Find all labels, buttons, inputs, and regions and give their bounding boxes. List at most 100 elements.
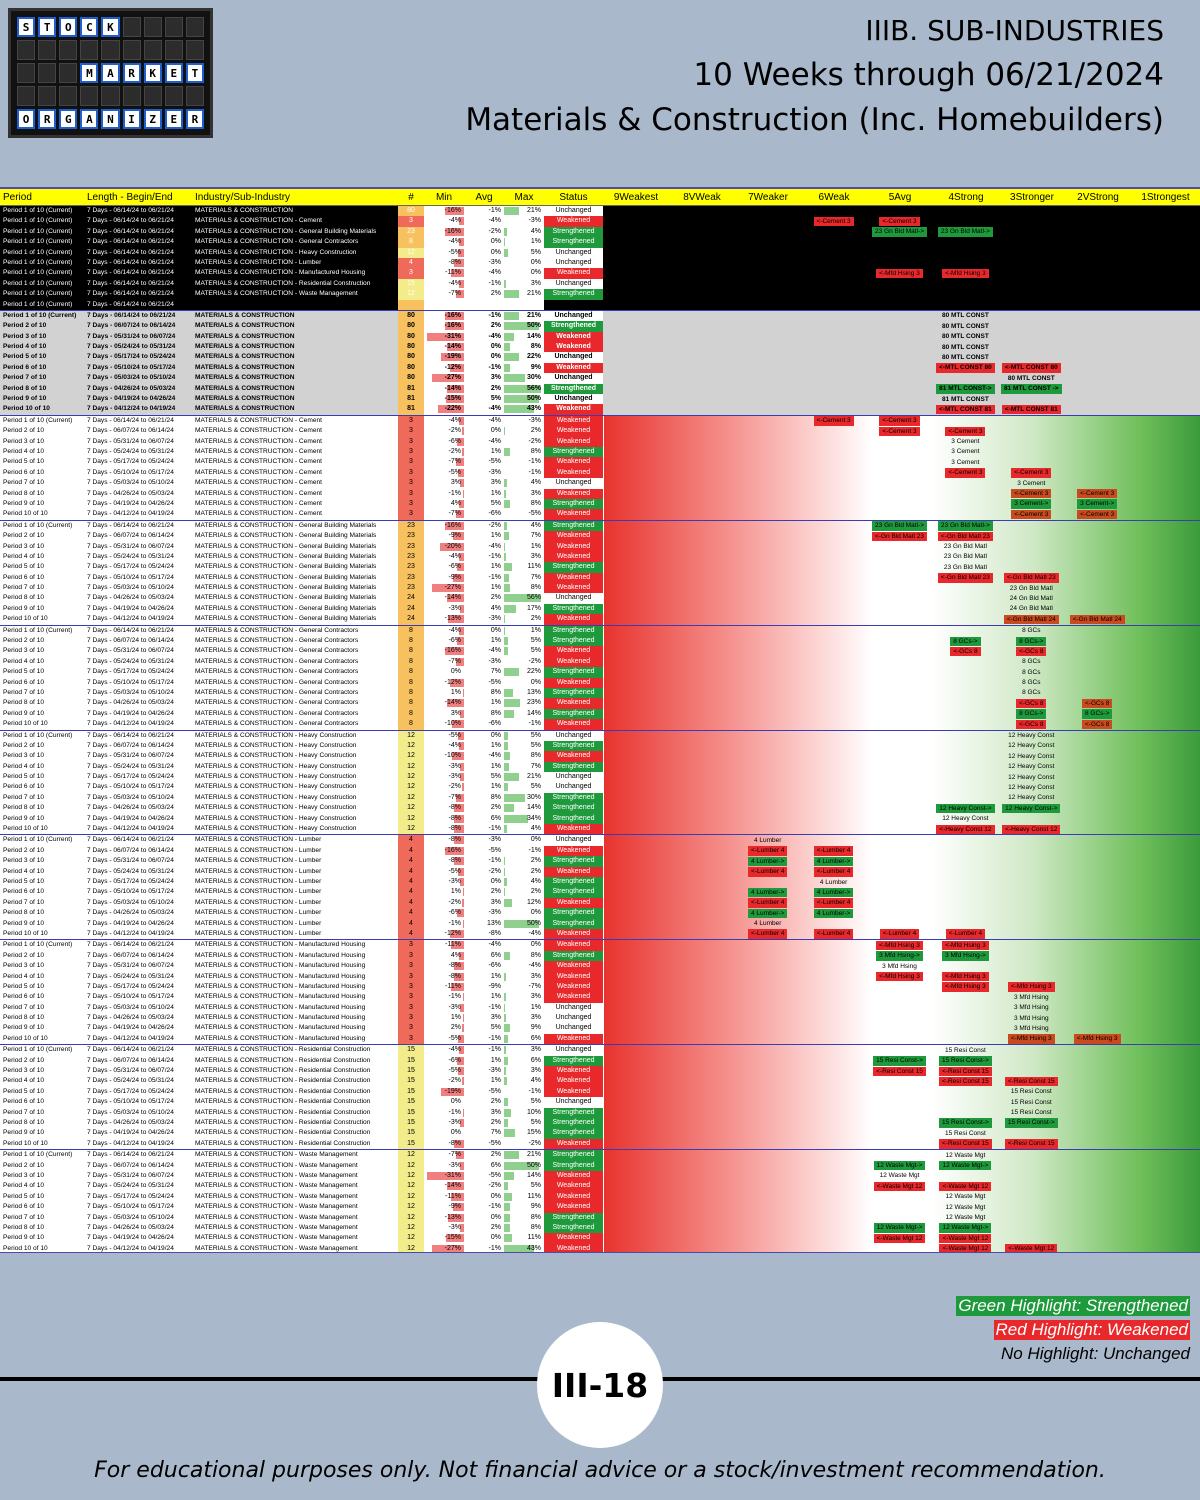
zone-label: 80 MTL CONST (941, 353, 989, 361)
zone-cell-4: 80 MTL CONST (932, 321, 998, 331)
cell-industry: MATERIALS & CONSTRUCTION - Heavy Constru… (195, 783, 357, 791)
zone-cell-3: <-MTL CONST 81 (998, 404, 1064, 415)
cell-max: 4% (504, 478, 544, 489)
zone-cell-1 (1130, 877, 1199, 887)
table-row: Period 1 of 10 (Current) 7 Days - 06/14/2… (0, 226, 1200, 238)
zone-cell-9 (603, 1097, 669, 1107)
status-badge: Strengthened (544, 625, 603, 637)
cell-length: 7 Days - 05/10/24 to 05/17/24 (87, 573, 174, 581)
zone-label: 4 Lumber (819, 878, 848, 886)
max-bar (504, 542, 505, 551)
cell-count: 15 (398, 1086, 424, 1098)
min-bar (460, 1161, 464, 1170)
cell-count: 8 (398, 656, 424, 668)
min-bar (431, 374, 464, 383)
zone-label: <-Mfd Hsing 3 (942, 972, 989, 982)
zone-cells: 3 Cement (603, 447, 1199, 457)
status-badge: Strengthened (544, 603, 603, 615)
zone-cell-2 (1064, 1171, 1130, 1181)
zone-cell-8 (669, 1023, 735, 1033)
cell-max: 0% (504, 940, 544, 951)
cell-length: 7 Days - 05/03/24 to 05/10/24 (87, 374, 176, 382)
zone-cell-6 (801, 835, 867, 845)
zone-cell-4: 23 Gn Bld Matl-> (932, 227, 998, 237)
status-badge: Weakened (544, 216, 603, 227)
zone-cell-5 (867, 593, 933, 603)
table-row: Period 7 of 10 7 Days - 05/03/24 to 05/10… (0, 583, 1200, 594)
table-row: Period 4 of 10 7 Days - 05/24/24 to 05/31… (0, 761, 1200, 773)
table-row: Period 1 of 10 (Current) 7 Days - 06/14/2… (0, 268, 1200, 279)
zone-cell-6 (801, 311, 867, 321)
max-bar (504, 332, 514, 341)
zone-cell-1 (1130, 1223, 1199, 1233)
cell-length: 7 Days - 06/07/24 to 06/14/24 (87, 741, 174, 749)
min-bar (448, 615, 464, 624)
zone-cell-7 (735, 542, 801, 552)
max-bar (504, 1151, 519, 1160)
cell-count: 3 (398, 509, 424, 520)
cell-period: Period 4 of 10 (3, 1077, 45, 1085)
cell-industry: MATERIALS & CONSTRUCTION - Cement (195, 458, 323, 466)
table-section: Period 1 of 10 (Current) 7 Days - 06/14/2… (0, 730, 1200, 836)
cell-count: 15 (398, 1097, 424, 1108)
zone-cell-2 (1064, 762, 1130, 772)
table-row: Period 2 of 10 7 Days - 06/07/24 to 06/14… (0, 426, 1200, 437)
zone-cell-7 (735, 741, 801, 751)
cell-length: 7 Days - 05/31/24 to 06/07/24 (87, 332, 176, 340)
zone-cell-2 (1064, 300, 1130, 310)
max-value: 5% (530, 1098, 541, 1106)
legend-weakened: Red Highlight: Weakened (993, 1320, 1190, 1340)
zone-cell-8 (669, 268, 735, 278)
status-badge: Strengthened (544, 887, 603, 898)
zone-cell-7 (735, 499, 801, 509)
cell-avg: 2% (464, 593, 504, 604)
zone-cell-5 (867, 782, 933, 792)
zone-cells: 12 Heavy Const (603, 793, 1199, 803)
max-value: 11% (527, 1234, 542, 1242)
zone-cell-4: 15 Resi Const-> (932, 1056, 998, 1066)
zone-cell-3: 12 Heavy Const (998, 741, 1064, 751)
cell-avg: -4% (464, 331, 504, 343)
cell-min: -3% (424, 603, 464, 615)
min-bar (461, 447, 464, 456)
cell-max: 8% (504, 342, 544, 353)
min-value: -6% (448, 437, 461, 445)
zone-cell-4: 12 Waste Mgt (932, 1150, 998, 1160)
zone-cell-7 (735, 731, 801, 741)
cell-count: 12 (398, 1202, 424, 1213)
table-row: Period 6 of 10 7 Days - 05/10/24 to 05/17… (0, 1097, 1200, 1108)
cell-max: 14% (504, 708, 544, 720)
zone-cell-4 (932, 1087, 998, 1097)
max-bar (504, 489, 507, 498)
zone-cell-6 (801, 1056, 867, 1066)
cell-avg: 0% (464, 426, 504, 437)
zone-cell-4: <-Gn Bld Matl 23 (932, 573, 998, 583)
min-bar (454, 857, 464, 866)
zone-cell-9 (603, 803, 669, 813)
zone-cell-6: <-Lumber 4 (801, 846, 867, 856)
table-row: Period 6 of 10 7 Days - 05/10/24 to 05/17… (0, 887, 1200, 898)
cell-industry: MATERIALS & CONSTRUCTION - General Build… (195, 584, 377, 592)
zone-label: <-Cement 3 (1011, 468, 1052, 478)
zone-cell-9 (603, 867, 669, 877)
cell-avg: -4% (464, 268, 504, 279)
cell-industry: MATERIALS & CONSTRUCTION - Waste Managem… (195, 1192, 358, 1200)
cell-avg: -6% (464, 509, 504, 520)
zone-label: <-Cement 3 (1011, 509, 1052, 520)
table-row: Period 4 of 10 7 Days - 05/24/24 to 05/31… (0, 1181, 1200, 1192)
zone-cell-4 (932, 793, 998, 803)
zone-cell-2: <-Mfd Hsing 3 (1064, 1034, 1130, 1044)
cell-period: Period 8 of 10 (3, 489, 45, 497)
zone-cell-9 (603, 698, 669, 708)
zone-cell-6 (801, 824, 867, 834)
cell-count: 12 (398, 792, 424, 804)
max-value: -7% (528, 982, 541, 990)
status-badge: Weakened (544, 614, 603, 625)
min-bar (460, 604, 464, 613)
zone-cell-4 (932, 877, 998, 887)
cell-max: 4% (504, 226, 544, 238)
zone-cells: 23 Gn Bld Matl (603, 562, 1199, 572)
zone-cell-3 (998, 1192, 1064, 1202)
zone-cell-3 (998, 1181, 1064, 1191)
zone-cell-3 (998, 929, 1064, 939)
